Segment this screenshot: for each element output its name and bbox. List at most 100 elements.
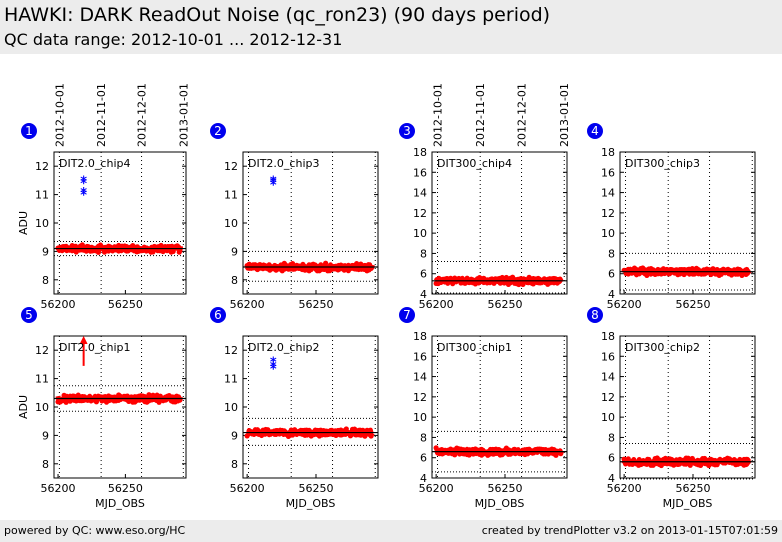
data-point <box>252 262 258 268</box>
data-point <box>154 392 160 398</box>
data-point <box>140 393 146 399</box>
data-point <box>679 266 685 273</box>
data-point <box>631 265 638 271</box>
x-tick-label: 56250 <box>299 298 334 311</box>
data-point <box>73 398 79 404</box>
x-tick-label: 56250 <box>108 482 143 495</box>
panel-label: DIT300_chip3 <box>625 157 700 170</box>
panel-label: DIT2.0_chip2 <box>248 341 319 354</box>
x-tick-label: 56200 <box>607 298 642 311</box>
y-tick-label: 11 <box>35 373 49 386</box>
panel-label: DIT300_chip4 <box>437 157 512 170</box>
data-point <box>689 455 695 462</box>
x-tick-label: 56200 <box>230 298 265 311</box>
outlier-point: * <box>270 360 277 375</box>
data-point <box>279 268 285 274</box>
y-tick-label: 14 <box>413 187 427 200</box>
y-tick-label: 14 <box>601 371 615 384</box>
data-point <box>735 266 741 272</box>
y-tick-label: 18 <box>413 146 427 159</box>
y-tick-label: 9 <box>42 245 49 258</box>
x-tick-label: 56250 <box>108 298 143 311</box>
panel-number-badge <box>21 123 37 139</box>
y-tick-label: 6 <box>608 452 615 465</box>
x-tick-label: 56250 <box>676 482 711 495</box>
panel-number: 5 <box>25 308 33 322</box>
chart-panel-4: 4 6 8 10 12 14 16 18 56200 56250 DIT300_chip3 4 <box>587 123 756 311</box>
data-point <box>333 432 339 439</box>
y-tick-label: 18 <box>601 330 615 343</box>
data-point <box>329 427 335 433</box>
y-tick-label: 16 <box>601 166 615 179</box>
data-point <box>95 249 102 255</box>
date-tick-label: 2012-12-01 <box>516 83 529 147</box>
data-point <box>689 265 695 272</box>
panel-number-badge <box>399 307 415 323</box>
data-point <box>470 451 476 457</box>
data-point <box>706 462 712 469</box>
y-tick-label: 12 <box>601 391 615 404</box>
data-point <box>59 398 65 404</box>
data-point <box>356 427 362 433</box>
data-point <box>176 249 182 255</box>
data-point <box>503 445 509 451</box>
data-point <box>323 260 329 266</box>
y-tick-label: 10 <box>35 401 49 414</box>
plot-frame <box>53 151 187 295</box>
data-point <box>150 249 156 255</box>
data-point <box>354 260 360 267</box>
panel-number: 2 <box>214 124 222 138</box>
data-point <box>63 399 69 405</box>
data-point <box>83 248 89 254</box>
y-tick-label: 12 <box>413 207 427 220</box>
data-point <box>505 281 512 287</box>
data-point <box>343 426 349 432</box>
date-tick-label: 2013-01-01 <box>177 83 190 147</box>
y-tick-label: 8 <box>231 458 238 471</box>
data-point <box>452 452 458 458</box>
data-point <box>93 399 100 405</box>
data-point <box>300 427 306 434</box>
panel-number: 4 <box>591 124 599 138</box>
y-tick-label: 10 <box>35 217 49 230</box>
out-of-range-arrowhead <box>79 336 88 344</box>
data-point <box>503 274 509 281</box>
chart-panel-5: 8 9 10 11 12 56200 56250 DIT2.0_chip1 5 ADU MJD_OB… <box>17 307 187 510</box>
data-point <box>351 426 358 432</box>
outlier-point: * <box>270 363 277 378</box>
y-tick-label: 10 <box>601 227 615 240</box>
x-tick-label: 56200 <box>607 482 642 495</box>
panel-number-badge <box>399 123 415 139</box>
footer-bar: powered by QC: www.eso.org/HC created by… <box>0 520 782 542</box>
data-point <box>718 271 724 277</box>
data-point <box>691 271 697 277</box>
y-tick-label: 11 <box>35 189 49 202</box>
panel-number: 8 <box>591 308 599 322</box>
data-point <box>669 456 675 463</box>
y-axis-label: ADU <box>17 395 30 419</box>
data-point <box>150 392 156 398</box>
data-point <box>644 272 650 278</box>
y-tick-label: 8 <box>420 247 427 260</box>
data-point <box>735 461 741 467</box>
data-point <box>516 281 522 288</box>
y-tick-label: 14 <box>413 371 427 384</box>
panel-number: 1 <box>25 124 33 138</box>
data-point <box>144 399 150 405</box>
data-point <box>687 462 693 468</box>
data-point <box>122 243 128 249</box>
data-point <box>685 455 691 461</box>
data-point <box>289 432 296 438</box>
y-tick-label: 8 <box>420 431 427 444</box>
data-point <box>685 266 691 273</box>
data-point <box>61 392 67 398</box>
data-point <box>518 275 524 282</box>
outlier-point: * <box>270 179 277 194</box>
y-tick-label: 8 <box>608 247 615 260</box>
data-point <box>658 462 664 469</box>
y-tick-label: 12 <box>413 391 427 404</box>
x-tick-label: 56200 <box>419 298 454 311</box>
